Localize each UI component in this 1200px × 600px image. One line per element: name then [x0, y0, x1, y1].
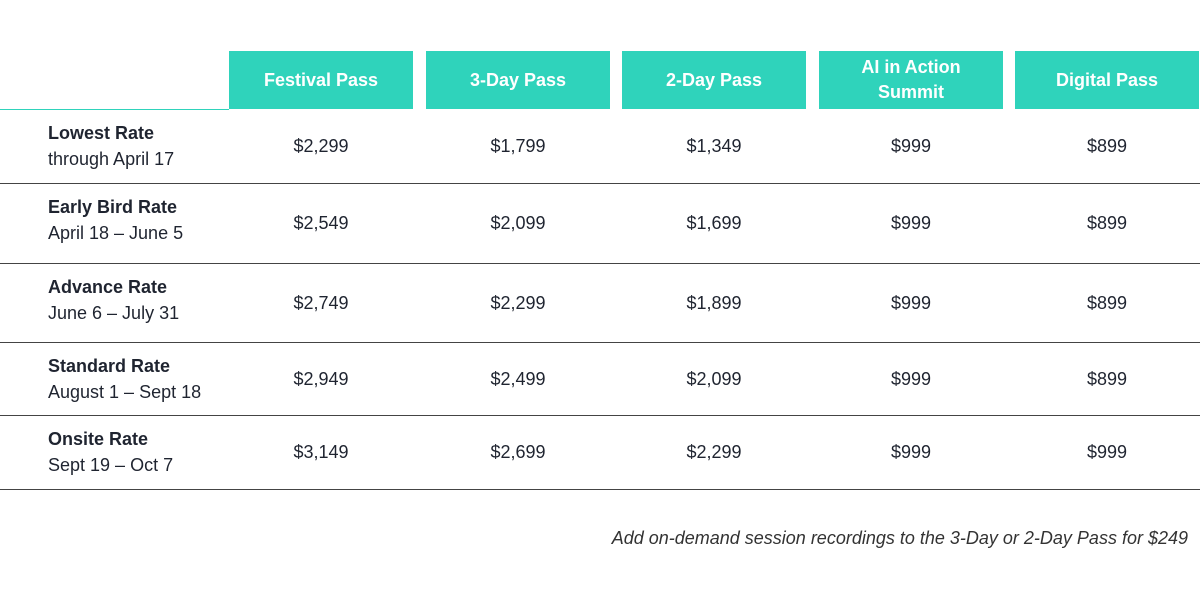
row-separator — [0, 263, 1200, 264]
price: $1,799 — [490, 136, 546, 156]
row-dates: through April 17 — [48, 149, 175, 169]
row-separator — [0, 342, 1200, 343]
row-dates: June 6 – July 31 — [48, 303, 180, 323]
price: $2,949 — [293, 368, 349, 389]
row-name: Advance Rate — [48, 277, 168, 297]
price: $999 — [890, 136, 932, 156]
price: $899 — [1086, 136, 1128, 156]
footnote: Add on-demand session recordings to the … — [611, 528, 1188, 548]
price: $999 — [890, 292, 932, 313]
column-header: 2-Day Pass — [622, 51, 806, 109]
price: $2,099 — [490, 213, 546, 233]
price: $999 — [890, 442, 932, 462]
price: $2,299 — [293, 136, 349, 156]
price: $999 — [890, 368, 932, 389]
price: $2,699 — [490, 442, 546, 462]
price: $2,099 — [686, 368, 742, 389]
row-dates: April 18 – June 5 — [48, 223, 184, 243]
price: $1,699 — [686, 213, 742, 233]
price: $1,349 — [686, 136, 742, 156]
row-separator — [0, 183, 1200, 184]
price: $2,299 — [686, 442, 742, 462]
price: $3,149 — [293, 442, 349, 462]
row-name: Early Bird Rate — [48, 197, 178, 217]
row-dates: August 1 – Sept 18 — [48, 382, 202, 402]
column-header: 3-Day Pass — [426, 51, 610, 109]
price: $1,899 — [686, 292, 742, 313]
price: $999 — [890, 213, 932, 233]
price: $2,549 — [293, 213, 349, 233]
price: $899 — [1086, 368, 1128, 389]
price: $899 — [1086, 213, 1128, 233]
row-dates: Sept 19 – Oct 7 — [48, 455, 174, 475]
row-name: Onsite Rate — [48, 429, 149, 449]
price: $2,299 — [490, 292, 546, 313]
column-header: Festival Pass — [229, 51, 413, 109]
price: $2,499 — [490, 368, 546, 389]
row-name: Standard Rate — [48, 356, 171, 376]
price: $999 — [1086, 442, 1128, 462]
price: $899 — [1086, 292, 1128, 313]
column-header: Digital Pass — [1015, 51, 1199, 109]
price: $2,749 — [293, 292, 349, 313]
column-header: AI in Action Summit — [819, 51, 1003, 109]
row-separator — [0, 489, 1200, 490]
row-separator — [0, 415, 1200, 416]
row-name: Lowest Rate — [48, 123, 155, 143]
header-rule — [0, 109, 229, 110]
